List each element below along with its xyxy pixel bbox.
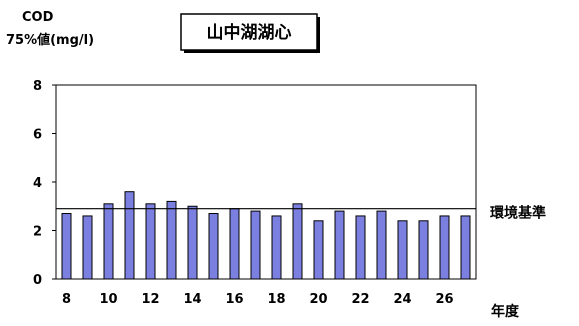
bar [82,215,93,280]
bar [250,210,261,280]
bar [145,203,156,280]
bar [124,191,135,280]
y-axis-label-line2: 75%値(mg/l) [6,32,94,48]
bar [271,215,282,280]
bar [460,215,471,280]
bar [229,208,240,280]
x-tick-label: 18 [267,292,285,307]
chart-title-box-shadow [317,17,320,53]
x-tick-label: 10 [99,292,117,307]
bar [376,210,387,280]
bar [166,200,177,280]
x-tick-label: 8 [62,292,71,307]
y-tick-label: 0 [33,273,42,288]
x-tick-label: 20 [309,292,327,307]
bar [292,203,303,280]
bar [439,215,450,280]
x-axis-label: 年度 [491,303,520,320]
y-tick-group: 0 2 4 6 8 [33,79,56,288]
y-tick-label: 4 [33,176,42,191]
chart-title-box [180,13,318,51]
bar [103,203,114,280]
y-tick-label: 8 [33,79,42,94]
plot-area [55,84,477,280]
bar [187,205,198,280]
x-tick-label: 26 [435,292,453,307]
y-axis-label-line1: COD [22,10,54,25]
x-tick-label: 24 [393,292,411,307]
bar [397,220,408,280]
bar [61,213,72,280]
x-tick-label: 14 [183,292,201,307]
chart-title-box-shadow-bottom [184,50,320,53]
x-tick-label: 22 [351,292,369,307]
y-tick-label: 2 [33,225,42,240]
y-tick-label: 6 [33,128,42,143]
x-tick-group: 8 10 12 14 16 18 20 22 24 26 [62,292,454,307]
reference-line-label: 環境基準 [490,205,546,222]
chart-title: 山中湖湖心 [207,22,292,43]
bar [334,210,345,280]
x-tick-label: 12 [141,292,159,307]
x-tick-label: 16 [225,292,243,307]
bar [418,220,429,280]
bar [313,220,324,280]
bar [355,215,366,280]
bar [208,213,219,280]
bar-group [61,191,471,280]
